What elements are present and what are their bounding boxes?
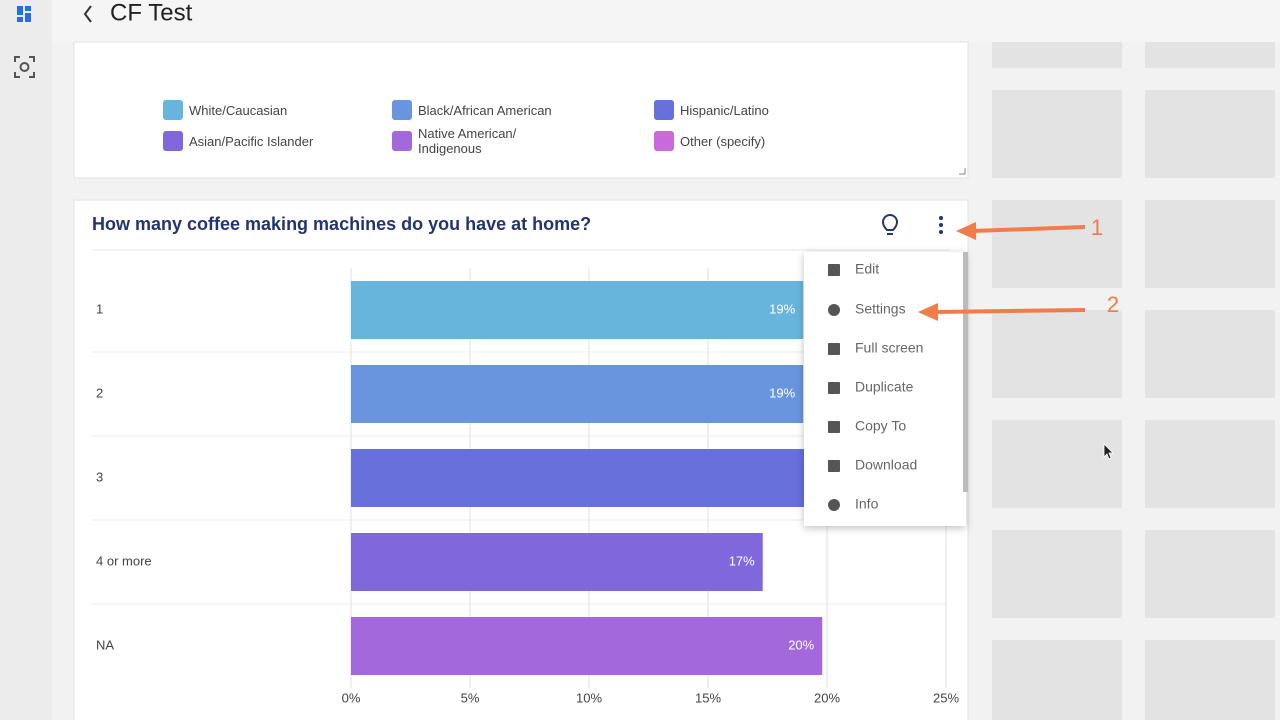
value-label: 20% — [788, 637, 814, 652]
chart-title: How many coffee making machines do you h… — [92, 214, 591, 234]
menu-icon — [828, 421, 840, 433]
menu-icon — [828, 304, 840, 316]
y-tick-label: 3 — [96, 469, 103, 484]
legend-label: Other (specify) — [680, 133, 766, 149]
menu-item-label: Edit — [855, 261, 879, 277]
menu-icon — [828, 343, 840, 355]
annotation-label: 1 — [1091, 215, 1103, 240]
menu-item-label: Settings — [855, 301, 906, 317]
annotation-label: 2 — [1107, 292, 1119, 317]
bar — [351, 449, 827, 507]
x-tick-label: 5% — [461, 690, 480, 705]
legend-label: Hispanic/Latino — [680, 102, 769, 118]
bar — [351, 281, 804, 339]
menu-item-label: Copy To — [855, 418, 906, 434]
annotation-arrows — [918, 222, 1086, 321]
value-label: 19% — [769, 385, 795, 400]
page-title: CF Test — [110, 0, 193, 26]
bar-chart: 0% 5% 10% 15% 20% 25% 1 19% 2 19% 3 4 or more 17% NA 2… — [92, 268, 959, 705]
legend-label: White/Caucasian — [189, 102, 288, 118]
bar — [351, 533, 763, 591]
menu-icon — [828, 382, 840, 394]
legend-swatch — [654, 131, 674, 151]
mouse-cursor — [1103, 443, 1114, 460]
menu-item-label: Full screen — [855, 340, 923, 356]
legend-swatch — [654, 100, 674, 120]
dashboard-icon[interactable] — [17, 6, 31, 22]
resize-handle — [959, 168, 966, 175]
top-bar — [0, 0, 1280, 42]
sidebar — [0, 0, 52, 720]
more-button[interactable] — [939, 216, 943, 234]
y-tick-label: NA — [96, 637, 114, 652]
legend-swatch — [163, 100, 183, 120]
scrollbar — [963, 252, 968, 492]
menu-icon — [828, 460, 840, 472]
menu-item-label: Info — [855, 496, 879, 512]
legend-swatch — [392, 100, 412, 120]
y-tick-label: 2 — [96, 385, 103, 400]
bar — [351, 617, 823, 675]
x-tick-label: 10% — [576, 690, 602, 705]
y-tick-label: 1 — [96, 301, 103, 316]
menu-item-label: Download — [855, 457, 917, 473]
legend-swatch — [163, 131, 183, 151]
menu-icon — [828, 499, 840, 511]
x-tick-label: 15% — [695, 690, 721, 705]
scan-icon[interactable] — [14, 56, 35, 78]
menu-icon — [828, 264, 840, 276]
value-label: 19% — [769, 301, 795, 316]
insight-button[interactable] — [881, 214, 899, 235]
bar — [351, 365, 804, 423]
legend-label: Black/African American — [418, 102, 552, 118]
context-menu: Edit Settings Full screen Duplicate Copy To D… — [804, 252, 968, 526]
legend-swatch — [392, 131, 412, 151]
y-tick-label: 4 or more — [96, 553, 152, 568]
value-label: 17% — [729, 553, 755, 568]
back-button[interactable] — [83, 5, 92, 23]
legend-card — [73, 41, 969, 179]
placeholder-tiles — [992, 42, 1275, 720]
menu-item-label: Duplicate — [855, 379, 914, 395]
x-tick-label: 20% — [814, 690, 840, 705]
legend-label: Asian/Pacific Islander — [189, 133, 314, 149]
x-tick-label: 0% — [342, 690, 361, 705]
legend-label: Native American/ Indigenous — [418, 126, 517, 156]
x-tick-label: 25% — [933, 690, 959, 705]
